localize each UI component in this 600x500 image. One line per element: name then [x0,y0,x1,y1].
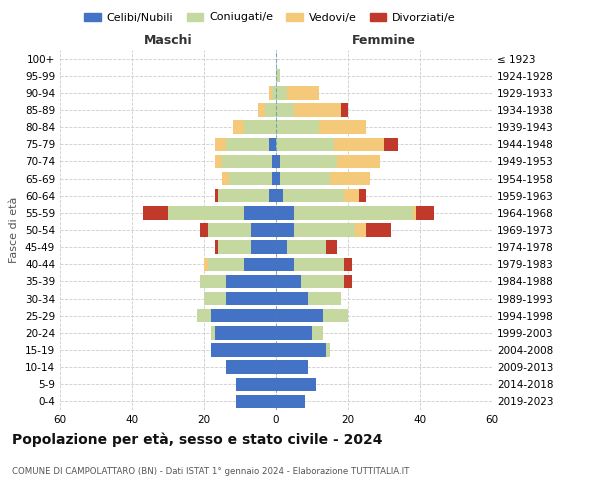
Bar [287,86,319,100]
Bar [226,274,276,288]
Bar [236,394,276,408]
Bar [276,120,319,134]
Bar [276,326,312,340]
Bar [323,309,348,322]
Bar [276,69,280,82]
Bar [276,172,280,186]
Bar [215,189,218,202]
Bar [326,240,337,254]
Text: Popolazione per età, sesso e stato civile - 2024: Popolazione per età, sesso e stato civil… [12,432,383,447]
Bar [244,258,276,271]
Bar [222,172,229,186]
Bar [276,224,294,236]
Bar [283,189,344,202]
Legend: Celibi/Nubili, Coniugati/e, Vedovi/e, Divorziati/e: Celibi/Nubili, Coniugati/e, Vedovi/e, Di… [80,8,460,27]
Bar [211,326,215,340]
Bar [276,189,283,202]
Bar [233,120,244,134]
Bar [330,172,370,186]
Bar [208,224,251,236]
Bar [168,206,244,220]
Bar [276,309,323,322]
Bar [276,344,326,356]
Bar [211,309,276,322]
Bar [197,309,211,322]
Bar [226,360,276,374]
Bar [204,292,226,306]
Bar [272,172,276,186]
Bar [276,86,287,100]
Bar [215,154,222,168]
Bar [384,138,398,151]
Bar [269,138,276,151]
Bar [204,258,208,271]
Y-axis label: Fasce di età: Fasce di età [10,197,19,263]
Bar [276,138,334,151]
Bar [222,154,272,168]
Bar [215,240,218,254]
Bar [251,240,276,254]
Bar [413,206,416,220]
Bar [258,104,265,117]
Bar [226,138,269,151]
Bar [215,326,276,340]
Text: Maschi: Maschi [143,34,193,46]
Bar [215,138,226,151]
Bar [337,154,380,168]
Bar [301,274,344,288]
Bar [326,344,330,356]
Bar [276,378,316,391]
Bar [359,189,366,202]
Bar [276,274,301,288]
Bar [319,120,366,134]
Bar [265,104,276,117]
Bar [344,189,359,202]
Bar [341,104,348,117]
Bar [218,240,251,254]
Bar [276,240,287,254]
Bar [312,326,323,340]
Bar [229,172,272,186]
Bar [244,120,276,134]
Bar [143,206,168,220]
Bar [280,172,330,186]
Bar [294,206,413,220]
Bar [244,206,276,220]
Bar [276,104,294,117]
Bar [308,292,341,306]
Bar [287,240,326,254]
Bar [269,189,276,202]
Bar [272,86,276,100]
Bar [416,206,434,220]
Bar [280,154,337,168]
Bar [276,394,305,408]
Text: COMUNE DI CAMPOLATTARO (BN) - Dati ISTAT 1° gennaio 2024 - Elaborazione TUTTITAL: COMUNE DI CAMPOLATTARO (BN) - Dati ISTAT… [12,468,409,476]
Bar [344,258,352,271]
Bar [251,224,276,236]
Bar [366,224,391,236]
Bar [276,258,294,271]
Bar [276,154,280,168]
Bar [294,104,341,117]
Bar [344,274,352,288]
Bar [276,292,308,306]
Bar [355,224,366,236]
Bar [272,154,276,168]
Bar [218,189,269,202]
Bar [294,258,344,271]
Text: Femmine: Femmine [352,34,416,46]
Bar [276,206,294,220]
Bar [269,86,272,100]
Bar [200,274,226,288]
Bar [211,344,276,356]
Bar [276,360,308,374]
Bar [294,224,355,236]
Bar [208,258,244,271]
Bar [236,378,276,391]
Bar [200,224,208,236]
Bar [334,138,384,151]
Bar [226,292,276,306]
